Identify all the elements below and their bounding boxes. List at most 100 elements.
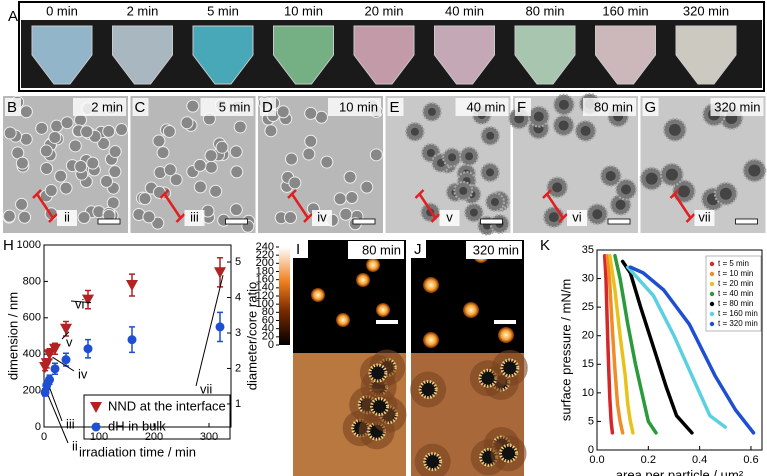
- y2-axis-label: diameter/core ratio: [244, 282, 259, 390]
- particle: [465, 152, 474, 161]
- sem-panel: F 80 min vi: [508, 92, 638, 233]
- afm-particle: [423, 332, 439, 348]
- legend-label: t = 160 min: [718, 309, 758, 318]
- legend-marker: [709, 261, 715, 267]
- y-tick-label: 800: [23, 275, 41, 287]
- circle-marker: [83, 344, 93, 354]
- afm-core: [370, 397, 390, 417]
- particle: [668, 123, 681, 136]
- particle: [163, 163, 177, 177]
- y-tick-label: 600: [23, 312, 41, 324]
- sem-marker: ii: [64, 209, 70, 224]
- label-bg: [411, 240, 426, 258]
- panel-label: J: [414, 241, 422, 258]
- panel-label: K: [540, 237, 550, 254]
- particle: [320, 155, 334, 169]
- circle-marker: [215, 322, 225, 332]
- curve: [605, 253, 625, 435]
- particle: [2, 209, 16, 223]
- vial-label-bg: [354, 4, 414, 19]
- vial: [514, 25, 576, 85]
- x-tick-label: 200: [145, 431, 163, 443]
- plot-frame: [43, 244, 232, 428]
- particle: [719, 187, 732, 200]
- particle: [592, 209, 603, 220]
- colorbar-label: 240: [256, 241, 274, 253]
- label-bg: [57, 210, 77, 226]
- vial: [273, 25, 334, 85]
- particle: [533, 111, 544, 122]
- particle: [459, 186, 468, 195]
- particle: [108, 165, 122, 179]
- sem-marker: vi: [572, 209, 582, 224]
- afm-particle: [336, 313, 350, 327]
- label-bg: [348, 241, 404, 259]
- x-tick-label: 0.2: [641, 454, 656, 466]
- vial-label-bg: [273, 4, 334, 19]
- colorbar: [279, 247, 290, 345]
- label-bg: [312, 210, 332, 226]
- particle: [15, 156, 29, 170]
- particle: [233, 120, 247, 134]
- triangle-marker: [126, 280, 138, 292]
- distance-bar: [159, 189, 186, 223]
- particle: [605, 170, 616, 181]
- sem-marker: v: [446, 209, 453, 224]
- scale-bar: [480, 218, 503, 225]
- triangle-marker: [40, 358, 53, 370]
- particle: [108, 145, 122, 159]
- curve: [628, 265, 756, 435]
- annotation: iv: [78, 366, 88, 381]
- y-tick-label: 15: [582, 358, 594, 370]
- particle: [77, 211, 91, 225]
- sem-panel: D 10 min iv: [257, 96, 383, 233]
- x-tick-label: 0.4: [692, 454, 707, 466]
- label-bg: [642, 98, 659, 116]
- label-bg: [5, 98, 21, 116]
- colorbar-label: 60: [262, 314, 274, 326]
- colorbar-label: 220: [256, 249, 274, 261]
- y-tick-label: 0: [588, 444, 594, 456]
- y-tick-label: 25: [582, 301, 594, 313]
- label-bg: [200, 98, 254, 116]
- vial-time: 320 min: [683, 3, 729, 18]
- afm-particle: [498, 327, 514, 343]
- label-bg: [293, 240, 308, 258]
- sem-time: 5 min: [219, 99, 251, 114]
- circle-marker: [50, 364, 60, 374]
- panel-label: I: [296, 241, 300, 258]
- particle: [54, 169, 68, 183]
- particle: [209, 184, 223, 198]
- vial-time: 160 min: [602, 3, 648, 18]
- particle: [343, 170, 357, 184]
- curve: [613, 253, 658, 435]
- y-tick-label: 200: [23, 385, 41, 397]
- vial-label-bg: [515, 4, 575, 19]
- particle: [100, 174, 114, 188]
- legend-marker: [709, 301, 715, 307]
- label-bg: [132, 98, 149, 116]
- particle: [369, 148, 383, 162]
- particle: [558, 99, 569, 110]
- label-bg: [466, 241, 522, 259]
- legend-label: t = 10 min: [718, 269, 753, 278]
- particle: [138, 192, 152, 206]
- particle: [645, 172, 658, 185]
- legend-label: t = 40 min: [718, 289, 753, 298]
- particle: [345, 190, 359, 204]
- vial: [192, 25, 254, 85]
- afm-particle: [423, 277, 439, 293]
- particle: [80, 125, 94, 139]
- afm-particle: [356, 273, 370, 287]
- sem-time: 80 min: [594, 99, 633, 114]
- scale-bar: [97, 218, 121, 225]
- particle: [3, 126, 17, 140]
- particle: [558, 120, 569, 131]
- legend-label: dH in bulk: [108, 418, 166, 433]
- curve: [602, 253, 615, 435]
- vial-time: 40 min: [445, 3, 484, 18]
- y-tick-label: 5: [588, 415, 594, 427]
- legend-label: t = 5 min: [718, 259, 749, 268]
- triangle-marker: [82, 294, 94, 306]
